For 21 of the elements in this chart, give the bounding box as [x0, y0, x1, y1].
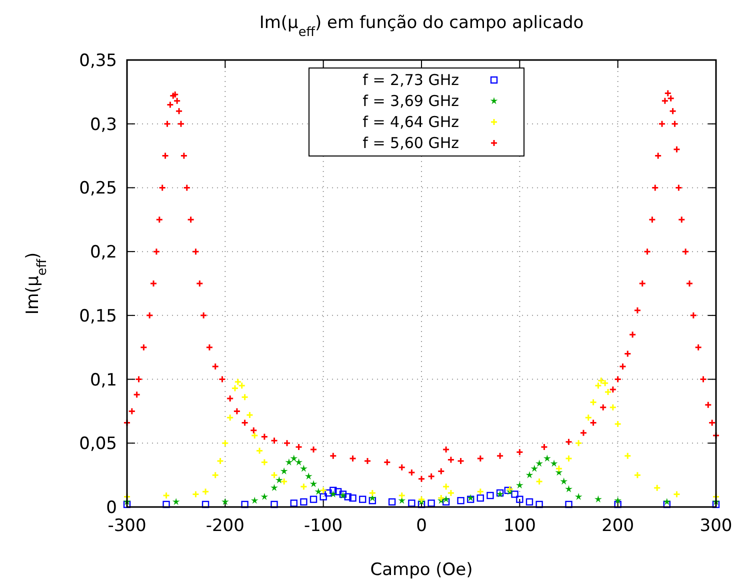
legend-label: f = 5,60 GHz: [362, 134, 460, 152]
y-tick-label: 0,2: [90, 242, 117, 263]
x-tick-label: 200: [602, 516, 634, 536]
legend-label: f = 4,64 GHz: [362, 113, 460, 131]
x-tick-label: 100: [503, 516, 536, 536]
y-tick-label: 0,15: [79, 306, 117, 326]
y-tick-label: 0: [106, 498, 117, 518]
y-tick-label: 0,05: [79, 434, 117, 454]
y-tick-label: 0,35: [79, 51, 117, 71]
y-tick-label: 0,25: [79, 178, 117, 199]
x-tick-label: -300: [108, 516, 146, 536]
chart-title: Im(μ$_{eff}$) em função do campo aplicado: [259, 13, 584, 40]
y-tick-label: 0,1: [90, 370, 117, 390]
x-tick-label: -100: [304, 516, 343, 536]
x-tick-label: 300: [700, 516, 732, 536]
y-tick-label: 0,3: [90, 114, 117, 135]
legend-label: f = 3,69 GHz: [362, 92, 460, 110]
x-tick-label: 0: [416, 516, 427, 536]
x-axis-title: Campo (Oe): [370, 560, 473, 580]
x-tick-label: -200: [206, 516, 244, 536]
legend-label: f = 2,73 GHz: [362, 71, 460, 89]
